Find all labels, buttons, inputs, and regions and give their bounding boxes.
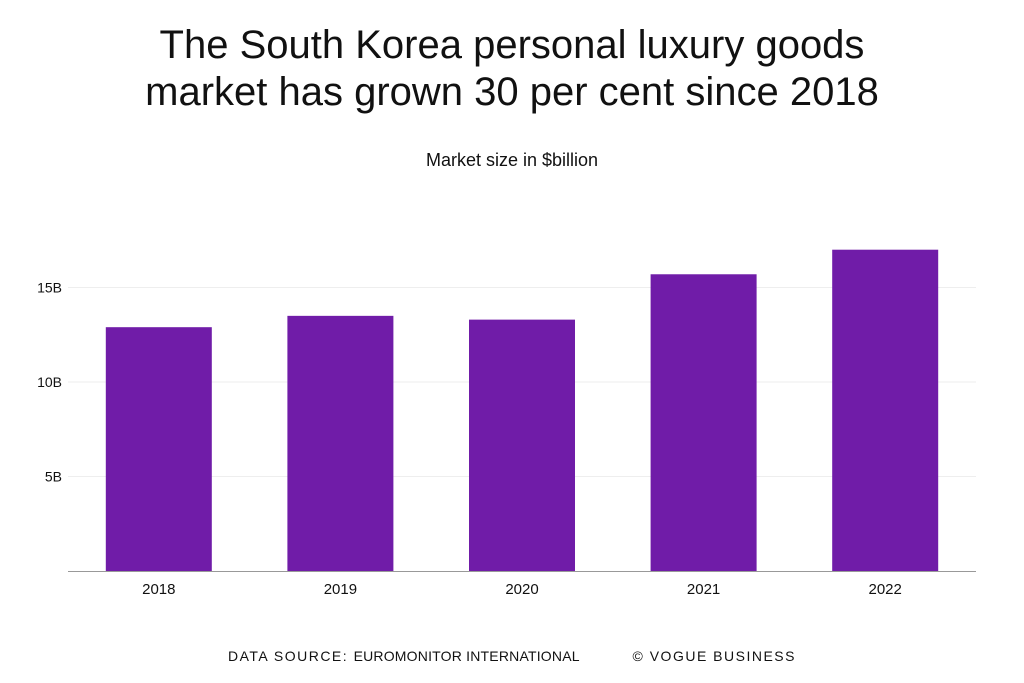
chart-subtitle: Market size in $billion: [425, 150, 599, 170]
source-name: EUROMONITOR INTERNATIONAL: [353, 648, 580, 664]
x-tick-label: 2019: [324, 581, 357, 598]
bar-2020: [469, 319, 575, 571]
bar-2022: [832, 249, 939, 571]
x-tick-label: 2020: [505, 581, 538, 598]
x-tick-label: 2021: [687, 581, 720, 598]
x-tick-label: 2018: [142, 581, 175, 598]
bars: [105, 249, 939, 571]
x-tick-labels: 2018 2019 2020 2021 2022: [142, 581, 902, 598]
title-line-2: market has grown 30 per cent since 2018: [145, 70, 879, 114]
title-line-1: The South Korea personal luxury goods: [159, 23, 865, 67]
bar-2019: [287, 315, 394, 571]
source-label: DATA SOURCE:: [228, 648, 349, 664]
chart-footer: DATA SOURCE: EUROMONITOR INTERNATIONAL ©…: [0, 648, 1024, 664]
bar-2018: [105, 327, 212, 571]
x-tick-label: 2022: [869, 581, 902, 598]
y-tick-label: 10B: [37, 374, 62, 390]
credit: © VOGUE BUSINESS: [632, 648, 796, 664]
y-tick-labels: 5B 10B 15B: [37, 280, 62, 485]
bar-2021: [650, 274, 757, 571]
y-tick-label: 15B: [37, 280, 62, 296]
chart-title: The South Korea personal luxury goods ma…: [0, 22, 1024, 116]
y-tick-label: 5B: [45, 469, 62, 485]
